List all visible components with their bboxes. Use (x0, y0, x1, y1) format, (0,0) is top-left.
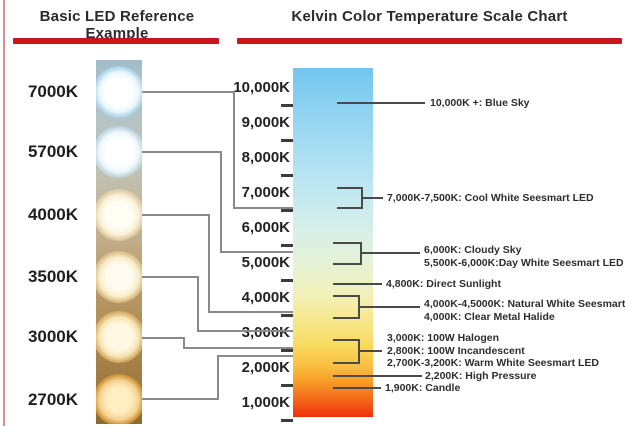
bracket-cool-white-stem (363, 197, 383, 199)
scale-tick (281, 384, 293, 387)
bracket-natural-white-stem (360, 306, 420, 308)
bracket-warm-white-side (358, 339, 360, 364)
scale-label-7000k: 7,000K (241, 184, 290, 201)
annotation-line-high-pressure (333, 375, 422, 377)
bracket-cool-white-side (361, 187, 363, 209)
scale-label-4000k: 4,000K (241, 289, 290, 306)
annotation-warm-white: 3,000K: 100W Halogen 2,800K: 100W Incand… (387, 332, 599, 370)
annotation-metal-halide-line2: 4,000K: Clear Metal Halide (424, 310, 555, 323)
left-panel-title: Basic LED Reference Example (39, 8, 195, 42)
scale-tick (281, 314, 293, 317)
connector-3000k-h1 (142, 337, 183, 339)
connector-7000k-h1 (142, 91, 233, 93)
led-label-3000k: 3000K (27, 327, 79, 346)
scale-tick (281, 104, 293, 107)
bracket-cool-white-bottom (337, 207, 363, 209)
connector-4000k-v (208, 214, 210, 313)
led-bulb-5700k (96, 126, 142, 178)
annotation-line-direct-sunlight (333, 283, 382, 285)
scale-label-8000k: 8,000K (241, 149, 290, 166)
annotation-warm-white-line3: 2,700K-3,200K: Warm White Seesmart LED (387, 357, 600, 369)
scale-label-9000k: 9,000K (241, 114, 290, 131)
connector-3000k-v (183, 337, 185, 349)
annotation-halogen-line1: 3,000K: 100W Halogen (387, 332, 500, 344)
annotation-line-candle (333, 387, 381, 389)
annotation-cool-white: 7,000K-7,500K: Cool White Seesmart LED (387, 192, 594, 204)
annotation-blue-sky: 10,000K +: Blue Sky (430, 97, 530, 109)
annotation-natural-white-line1: 4,000K-4,5000K: Natural White Seesmart L… (424, 298, 625, 310)
annotation-incandescent-line2: 2,800K: 100W Incandescent (387, 344, 525, 357)
scale-label-1000k: 1,000K (241, 394, 290, 411)
bracket-day-white-top (333, 242, 362, 244)
connector-7000k-h2 (233, 207, 293, 209)
bracket-natural-white-bottom (333, 317, 360, 319)
connector-2700k-h2 (217, 355, 293, 357)
led-label-3500k: 3500K (27, 267, 79, 286)
connector-3500k-h1 (142, 276, 197, 278)
connector-3500k-v (197, 276, 199, 332)
connector-5700k-h2 (220, 251, 293, 253)
annotation-direct-sunlight: 4,800K: Direct Sunlight (386, 278, 501, 290)
led-bulb-4000k (96, 189, 142, 241)
connector-4000k-h1 (142, 214, 208, 216)
connector-2700k-v (217, 355, 219, 400)
led-bulb-2700k (96, 374, 142, 424)
annotation-day-white-line2: 5,500K-6,000K:Day White Seesmart LED (424, 256, 624, 269)
connector-2700k-h1 (142, 398, 219, 400)
led-bulb-3000k (96, 311, 142, 363)
bracket-natural-white-top (333, 295, 360, 297)
scale-tick (281, 209, 293, 212)
annotation-high-pressure: 2,200K: High Pressure (425, 370, 537, 382)
scale-label-2000k: 2,000K (241, 359, 290, 376)
led-strip (96, 60, 142, 424)
bracket-natural-white-side (358, 295, 360, 319)
bracket-warm-white-stem (360, 350, 382, 352)
right-title-underline (237, 38, 622, 44)
annotation-candle: 1,900K: Candle (385, 382, 461, 394)
annotation-line-blue-sky (337, 102, 425, 104)
led-label-7000k: 7000K (27, 82, 79, 101)
bracket-cool-white-top (337, 187, 363, 189)
led-label-4000k: 4000K (27, 205, 79, 224)
left-accent-border (3, 0, 5, 426)
connector-7000k-v (233, 91, 235, 209)
connector-5700k-h1 (142, 151, 220, 153)
annotation-cloudy-sky: 6,000K: Cloudy Sky 5,500K-6,000K:Day Whi… (424, 244, 624, 269)
led-label-2700k: 2700K (27, 390, 79, 409)
scale-tick (281, 174, 293, 177)
bracket-warm-white-bottom (333, 362, 360, 364)
bracket-day-white-bottom (333, 263, 362, 265)
annotation-natural-white: 4,000K-4,5000K: Natural White Seesmart L… (424, 298, 625, 323)
annotation-cloudy-sky-line1: 6,000K: Cloudy Sky (424, 244, 522, 256)
scale-label-10000k: 10,000K (233, 79, 290, 96)
scale-label-6000k: 6,000K (241, 219, 290, 236)
connector-3500k-h2 (197, 330, 293, 332)
scale-tick (281, 279, 293, 282)
led-bulb-3500k (96, 251, 142, 303)
scale-tick (281, 139, 293, 142)
connector-4000k-h2 (208, 311, 293, 313)
led-bulb-7000k (96, 66, 142, 118)
bracket-day-white-stem (362, 252, 420, 254)
connector-3000k-h2 (183, 347, 293, 349)
bracket-day-white-side (360, 242, 362, 265)
bracket-warm-white-top (333, 339, 360, 341)
scale-tick (281, 419, 293, 422)
led-label-5700k: 5700K (27, 142, 79, 161)
scale-label-5000k: 5,000K (241, 254, 290, 271)
scale-tick (281, 244, 293, 247)
left-title-underline (13, 38, 219, 44)
right-panel-title: Kelvin Color Temperature Scale Chart (291, 8, 568, 25)
scale-tick (281, 349, 293, 352)
connector-5700k-v (220, 151, 222, 253)
scale-label-3000k: 3,000K (241, 324, 290, 341)
